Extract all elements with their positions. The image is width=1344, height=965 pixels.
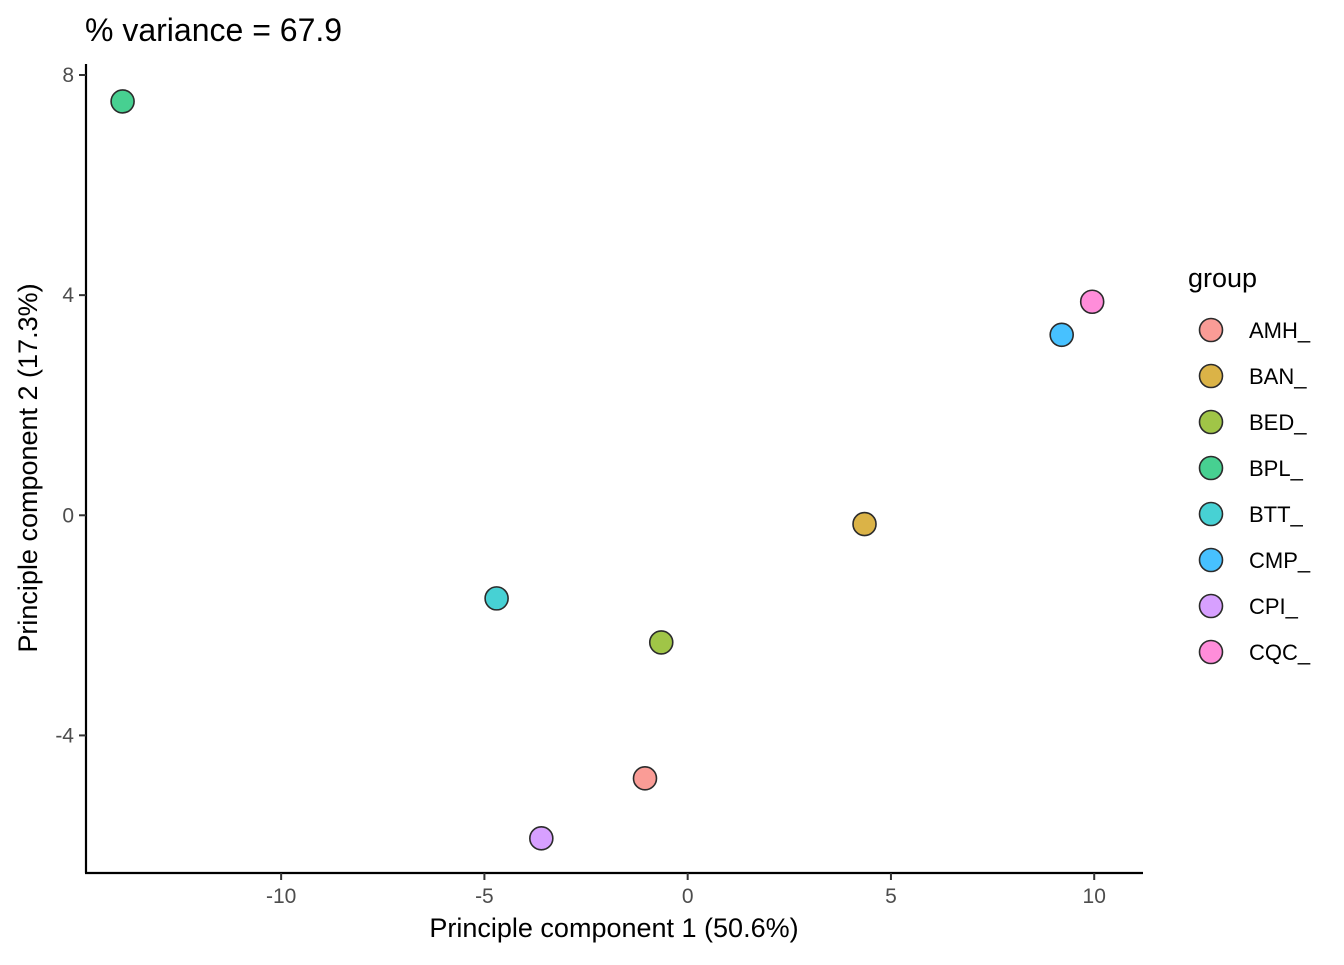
legend-key-btt (1198, 501, 1224, 527)
x-axis-label: Principle component 1 (50.6%) (429, 913, 798, 943)
legend-key-cmp (1198, 547, 1224, 573)
x-tick-label: -10 (266, 885, 296, 908)
legend-title: group (1188, 263, 1257, 293)
x-tick-label: -5 (475, 885, 494, 908)
legend-key-cpi (1198, 593, 1224, 619)
legend-key-cqc (1198, 639, 1224, 665)
legend-key-bed (1198, 409, 1224, 435)
point-amh (632, 766, 658, 791)
x-tick-label: 5 (885, 885, 897, 908)
legend-label: BED_ (1249, 410, 1307, 435)
point-btt (484, 586, 509, 611)
point-cmp (1049, 322, 1074, 348)
y-tick-label: 4 (62, 284, 74, 307)
x-tick-label: 10 (1083, 885, 1106, 908)
y-tick-label: 0 (62, 504, 74, 527)
legend-key-bpl (1198, 455, 1224, 481)
x-tick-label: 0 (682, 885, 694, 908)
legend-key-ban (1198, 363, 1224, 389)
legend: group AMH_ BAN_ BED_ BPL_ BTT_ CMP_ CPI_ CQC_ (1188, 263, 1311, 665)
point-bpl (110, 89, 135, 114)
legend-label: CPI_ (1249, 594, 1299, 619)
legend-items: AMH_ BAN_ BED_ BPL_ BTT_ CMP_ CPI_ CQC_ (1198, 317, 1311, 665)
scatter-points (110, 89, 1105, 851)
point-bed (648, 630, 674, 655)
y-tick-label: -4 (55, 724, 74, 747)
legend-label: AMH_ (1249, 318, 1311, 343)
y-tick-label: 8 (62, 64, 74, 87)
legend-label: BTT_ (1249, 502, 1304, 527)
legend-label: CMP_ (1249, 548, 1311, 573)
x-axis-ticks: -10 -5 0 5 10 (266, 873, 1106, 908)
legend-label: BPL_ (1249, 456, 1304, 481)
point-cpi (529, 826, 554, 851)
point-cqc (1079, 289, 1105, 315)
y-axis-ticks: -4 0 4 8 (55, 64, 86, 747)
legend-key-amh (1198, 317, 1224, 343)
legend-label: CQC_ (1249, 640, 1311, 665)
point-ban (852, 511, 877, 537)
y-axis-label: Principle component 2 (17.3%) (13, 283, 43, 652)
chart-title: % variance = 67.9 (85, 12, 342, 48)
legend-label: BAN_ (1249, 364, 1307, 389)
